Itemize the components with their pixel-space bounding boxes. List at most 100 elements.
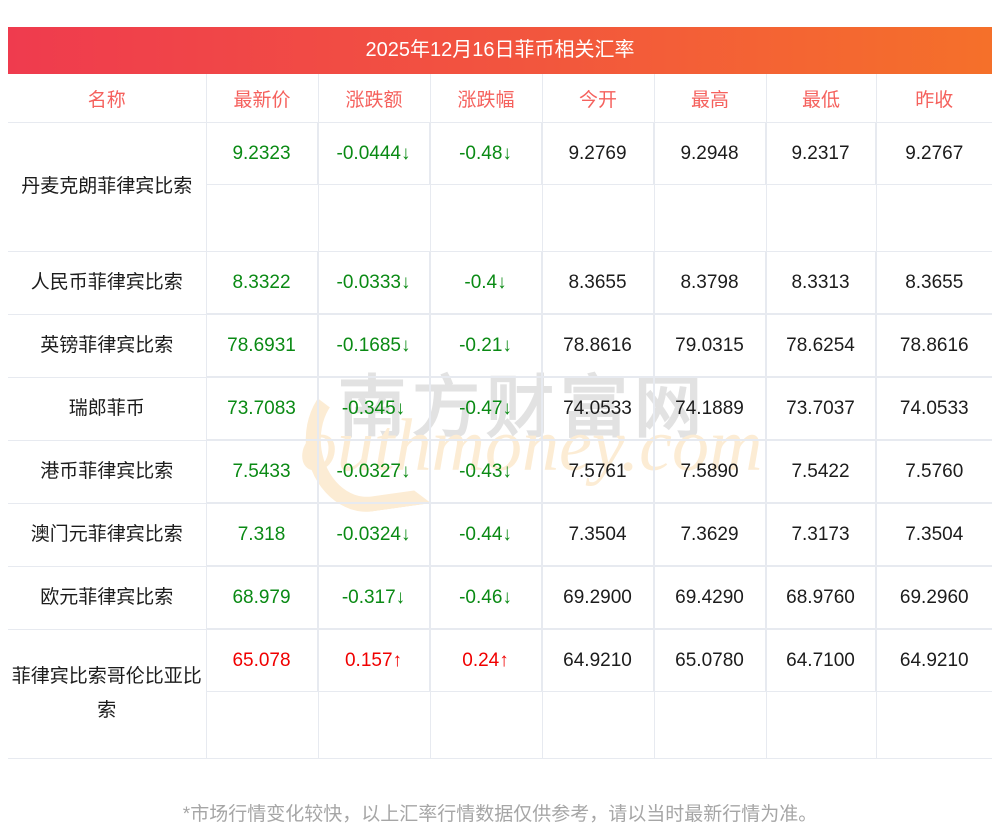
cell-high[interactable]: 69.4290 bbox=[654, 566, 767, 630]
cell-change-pct[interactable]: 0.24↑ bbox=[430, 629, 543, 759]
cell-currency-name[interactable]: 人民币菲律宾比索 bbox=[8, 251, 207, 315]
cell-prev-close-value: 9.2767 bbox=[876, 123, 992, 185]
cell-open-value: 78.8616 bbox=[542, 315, 654, 377]
cell-high[interactable]: 79.0315 bbox=[654, 314, 767, 378]
cell-open[interactable]: 9.2769 bbox=[542, 122, 655, 252]
cell-last-price[interactable]: 8.3322 bbox=[206, 251, 319, 315]
cell-open-value: 64.9210 bbox=[542, 630, 654, 692]
cell-last-price[interactable]: 65.078 bbox=[206, 629, 319, 759]
cell-last-price[interactable]: 7.318 bbox=[206, 503, 319, 567]
cell-change[interactable]: -0.345↓ bbox=[318, 377, 431, 441]
cell-change-value: -0.317↓ bbox=[318, 567, 430, 629]
cell-high[interactable]: 9.2948 bbox=[654, 122, 767, 252]
cell-currency-name[interactable]: 瑞郎菲币 bbox=[8, 377, 207, 441]
cell-prev-close[interactable]: 9.2767 bbox=[876, 122, 992, 252]
cell-change-value: -0.0444↓ bbox=[318, 123, 430, 185]
cell-change[interactable]: -0.0444↓ bbox=[318, 122, 431, 252]
cell-change[interactable]: -0.0324↓ bbox=[318, 503, 431, 567]
cell-low[interactable]: 78.6254 bbox=[766, 314, 877, 378]
table-row[interactable]: 人民币菲律宾比索 8.3322 -0.0333↓ -0.4↓ 8.3655 8.3798 8… bbox=[8, 251, 992, 315]
cell-change-pct[interactable]: -0.4↓ bbox=[430, 251, 543, 315]
cell-change-pct[interactable]: -0.46↓ bbox=[430, 566, 543, 630]
cell-prev-close[interactable]: 8.3655 bbox=[876, 251, 992, 315]
cell-open[interactable]: 64.9210 bbox=[542, 629, 655, 759]
cell-low-value: 8.3313 bbox=[766, 252, 876, 314]
cell-change-value: -0.0327↓ bbox=[318, 441, 430, 503]
column-header-change[interactable]: 涨跌额 bbox=[318, 74, 431, 123]
cell-change-pct[interactable]: -0.48↓ bbox=[430, 122, 543, 252]
cell-change[interactable]: 0.157↑ bbox=[318, 629, 431, 759]
cell-low[interactable]: 9.2317 bbox=[766, 122, 877, 252]
column-header-open[interactable]: 今开 bbox=[542, 74, 655, 123]
cell-change-pct[interactable]: -0.47↓ bbox=[430, 377, 543, 441]
cell-high[interactable]: 8.3798 bbox=[654, 251, 767, 315]
cell-prev-close[interactable]: 7.3504 bbox=[876, 503, 992, 567]
table-row[interactable]: 欧元菲律宾比索 68.979 -0.317↓ -0.46↓ 69.2900 69.4290… bbox=[8, 566, 992, 630]
table-row[interactable]: 港币菲律宾比索 7.5433 -0.0327↓ -0.43↓ 7.5761 7.5890 7… bbox=[8, 440, 992, 504]
cell-last-price[interactable]: 68.979 bbox=[206, 566, 319, 630]
cell-open[interactable]: 7.3504 bbox=[542, 503, 655, 567]
cell-prev-close[interactable]: 78.8616 bbox=[876, 314, 992, 378]
cell-low[interactable]: 64.7100 bbox=[766, 629, 877, 759]
table-row[interactable]: 英镑菲律宾比索 78.6931 -0.1685↓ -0.21↓ 78.8616 79.03… bbox=[8, 314, 992, 378]
cell-currency-name[interactable]: 菲律宾比索哥伦比亚比索 bbox=[8, 629, 207, 759]
column-header-name[interactable]: 名称 bbox=[8, 74, 207, 123]
cell-last-price[interactable]: 73.7083 bbox=[206, 377, 319, 441]
cell-change-value: 0.157↑ bbox=[318, 630, 430, 692]
cell-low-value: 9.2317 bbox=[766, 123, 876, 185]
column-header-low[interactable]: 最低 bbox=[766, 74, 877, 123]
cell-low[interactable]: 68.9760 bbox=[766, 566, 877, 630]
table-row[interactable]: 菲律宾比索哥伦比亚比索 65.078 0.157↑ 0.24↑ 64.9210 65.07… bbox=[8, 629, 992, 759]
cell-open[interactable]: 69.2900 bbox=[542, 566, 655, 630]
cell-open-value: 8.3655 bbox=[542, 252, 654, 314]
cell-last-price[interactable]: 7.5433 bbox=[206, 440, 319, 504]
cell-prev-close[interactable]: 74.0533 bbox=[876, 377, 992, 441]
table-row[interactable]: 丹麦克朗菲律宾比索 9.2323 -0.0444↓ -0.48↓ 9.2769 9.294… bbox=[8, 122, 992, 252]
cell-last-price-value: 65.078 bbox=[206, 630, 318, 692]
cell-high[interactable]: 74.1889 bbox=[654, 377, 767, 441]
cell-high[interactable]: 7.3629 bbox=[654, 503, 767, 567]
cell-currency-name[interactable]: 英镑菲律宾比索 bbox=[8, 314, 207, 378]
cell-currency-name[interactable]: 丹麦克朗菲律宾比索 bbox=[8, 122, 207, 252]
cell-change-pct-value: -0.46↓ bbox=[430, 567, 542, 629]
cell-low[interactable]: 8.3313 bbox=[766, 251, 877, 315]
cell-low[interactable]: 7.3173 bbox=[766, 503, 877, 567]
cell-prev-close[interactable]: 7.5760 bbox=[876, 440, 992, 504]
cell-prev-close[interactable]: 64.9210 bbox=[876, 629, 992, 759]
column-header-high[interactable]: 最高 bbox=[654, 74, 767, 123]
cell-open-value: 7.3504 bbox=[542, 504, 654, 566]
cell-open[interactable]: 74.0533 bbox=[542, 377, 655, 441]
cell-change[interactable]: -0.0333↓ bbox=[318, 251, 431, 315]
cell-high[interactable]: 65.0780 bbox=[654, 629, 767, 759]
cell-high-value: 74.1889 bbox=[654, 378, 766, 440]
cell-change-value: -0.345↓ bbox=[318, 378, 430, 440]
column-header-last-price[interactable]: 最新价 bbox=[206, 74, 319, 123]
cell-currency-name[interactable]: 欧元菲律宾比索 bbox=[8, 566, 207, 630]
cell-low[interactable]: 7.5422 bbox=[766, 440, 877, 504]
cell-last-price[interactable]: 78.6931 bbox=[206, 314, 319, 378]
cell-change[interactable]: -0.317↓ bbox=[318, 566, 431, 630]
cell-change-pct[interactable]: -0.43↓ bbox=[430, 440, 543, 504]
table-body: 丹麦克朗菲律宾比索 9.2323 -0.0444↓ -0.48↓ 9.2769 9.294… bbox=[8, 122, 992, 759]
cell-change[interactable]: -0.1685↓ bbox=[318, 314, 431, 378]
cell-low[interactable]: 73.7037 bbox=[766, 377, 877, 441]
cell-high-value: 7.5890 bbox=[654, 441, 766, 503]
cell-low-value: 7.3173 bbox=[766, 504, 876, 566]
table-row[interactable]: 澳门元菲律宾比索 7.318 -0.0324↓ -0.44↓ 7.3504 7.3629 7… bbox=[8, 503, 992, 567]
cell-change-pct-value: -0.43↓ bbox=[430, 441, 542, 503]
cell-prev-close[interactable]: 69.2960 bbox=[876, 566, 992, 630]
cell-open[interactable]: 7.5761 bbox=[542, 440, 655, 504]
column-header-change-pct[interactable]: 涨跌幅 bbox=[430, 74, 543, 123]
cell-open[interactable]: 8.3655 bbox=[542, 251, 655, 315]
cell-change-pct[interactable]: -0.44↓ bbox=[430, 503, 543, 567]
column-header-prev-close[interactable]: 昨收 bbox=[876, 74, 992, 123]
cell-change[interactable]: -0.0327↓ bbox=[318, 440, 431, 504]
cell-currency-name[interactable]: 澳门元菲律宾比索 bbox=[8, 503, 207, 567]
cell-last-price-value: 68.979 bbox=[206, 567, 318, 629]
table-row[interactable]: 瑞郎菲币 73.7083 -0.345↓ -0.47↓ 74.0533 74.1889 73… bbox=[8, 377, 992, 441]
cell-change-pct[interactable]: -0.21↓ bbox=[430, 314, 543, 378]
cell-high[interactable]: 7.5890 bbox=[654, 440, 767, 504]
cell-last-price[interactable]: 9.2323 bbox=[206, 122, 319, 252]
cell-open[interactable]: 78.8616 bbox=[542, 314, 655, 378]
cell-currency-name[interactable]: 港币菲律宾比索 bbox=[8, 440, 207, 504]
